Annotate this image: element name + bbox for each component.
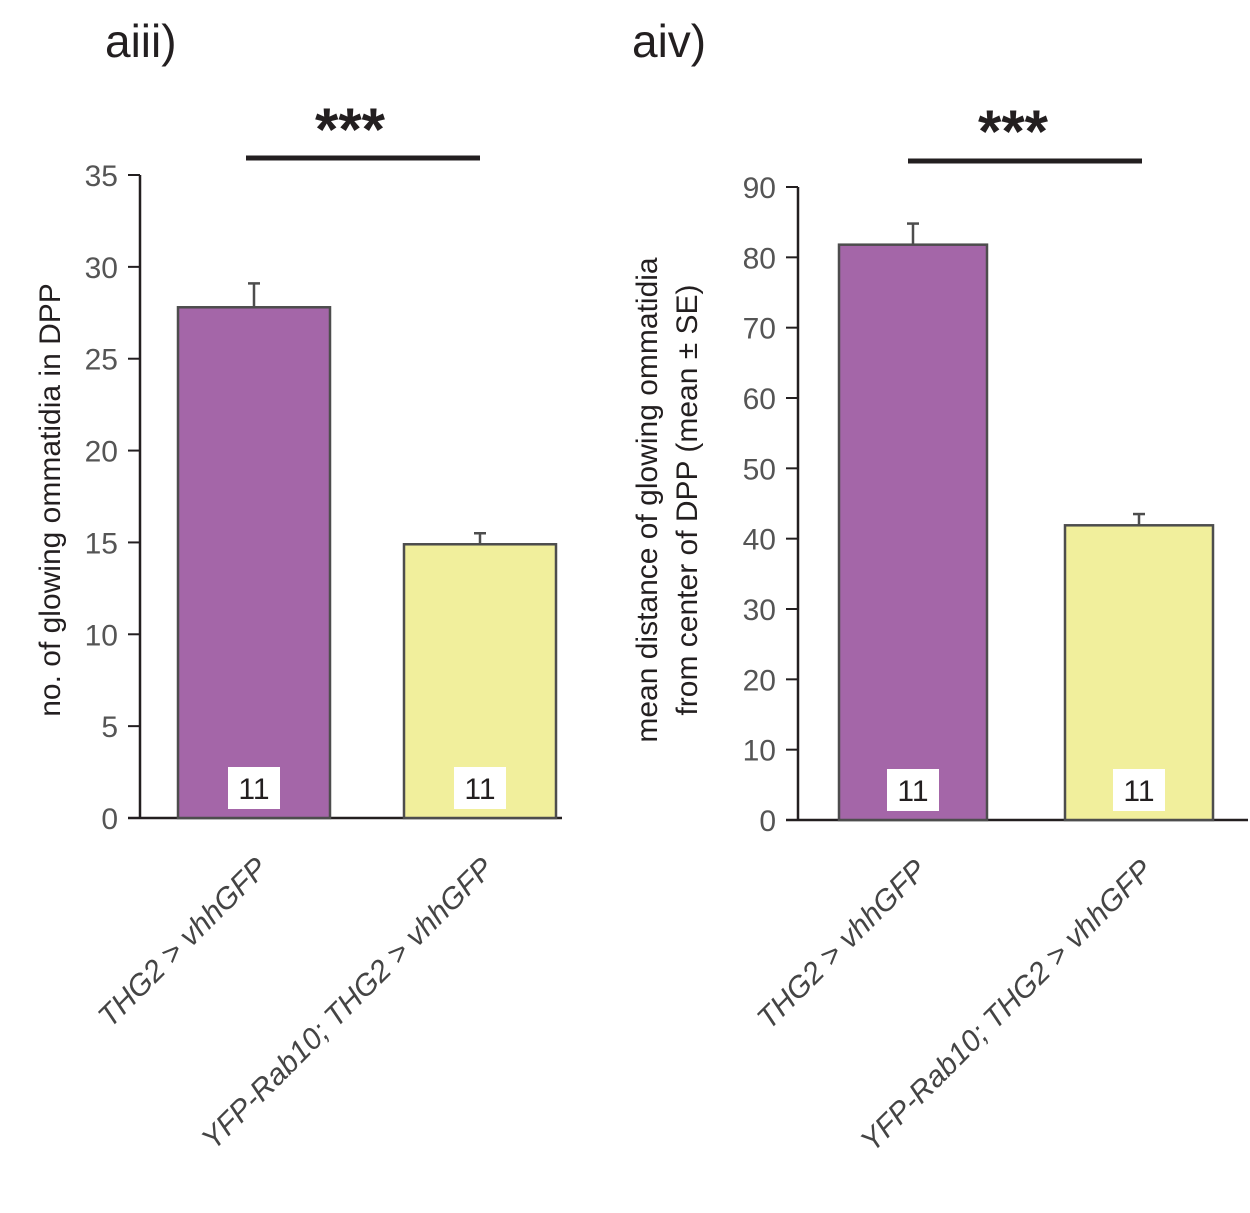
significance-label: *** xyxy=(978,98,1049,165)
n-label-box xyxy=(454,767,506,809)
n-label: 11 xyxy=(464,773,495,806)
y-tick-label: 50 xyxy=(743,453,776,486)
y-tick-label: 30 xyxy=(743,594,776,627)
n-label: 11 xyxy=(897,775,928,808)
y-tick-label: 20 xyxy=(743,664,776,697)
y-tick-label: 35 xyxy=(85,160,118,193)
panel-label: aiii) xyxy=(105,15,177,67)
n-label-box xyxy=(1113,769,1165,811)
n-label-box xyxy=(887,769,939,811)
panel-label: aiv) xyxy=(632,15,706,67)
bar xyxy=(837,243,989,822)
y-tick-label: 25 xyxy=(85,344,118,377)
bar xyxy=(176,306,332,820)
y-axis-title: from center of DPP (mean ± SE) xyxy=(671,284,704,715)
y-tick-label: 0 xyxy=(101,803,118,836)
y-tick-label: 40 xyxy=(743,524,776,557)
x-category-label: THG2 > vhhGFP xyxy=(751,854,933,1036)
y-tick-label: 70 xyxy=(743,313,776,346)
y-tick-label: 30 xyxy=(85,252,118,285)
y-tick-label: 0 xyxy=(759,805,776,838)
x-category-label: THG2 > vhhGFP xyxy=(92,852,274,1034)
y-axis-title: mean distance of glowing ommatidia xyxy=(631,257,664,743)
y-tick-label: 10 xyxy=(85,619,118,652)
y-tick-label: 80 xyxy=(743,242,776,275)
y-tick-label: 10 xyxy=(743,735,776,768)
y-tick-label: 5 xyxy=(101,711,118,744)
n-label: 11 xyxy=(238,773,269,806)
chart-panel-1: aiii) 0 5 10 15 20 25 30 35 no. of glowing ommati… xyxy=(34,15,562,1156)
chart-panel-2: aiv) 0 10 20 30 40 50 60 70 80 90 mean distance of … xyxy=(631,15,1248,1158)
y-axis-title: no. of glowing ommatidia in DPP xyxy=(34,283,67,717)
n-label: 11 xyxy=(1123,775,1154,808)
y-tick-label: 60 xyxy=(743,383,776,416)
significance-label: *** xyxy=(315,96,386,163)
y-tick-label: 20 xyxy=(85,436,118,469)
y-tick-label: 90 xyxy=(743,172,776,205)
y-tick-label: 15 xyxy=(85,527,118,560)
n-label-box xyxy=(228,767,280,809)
